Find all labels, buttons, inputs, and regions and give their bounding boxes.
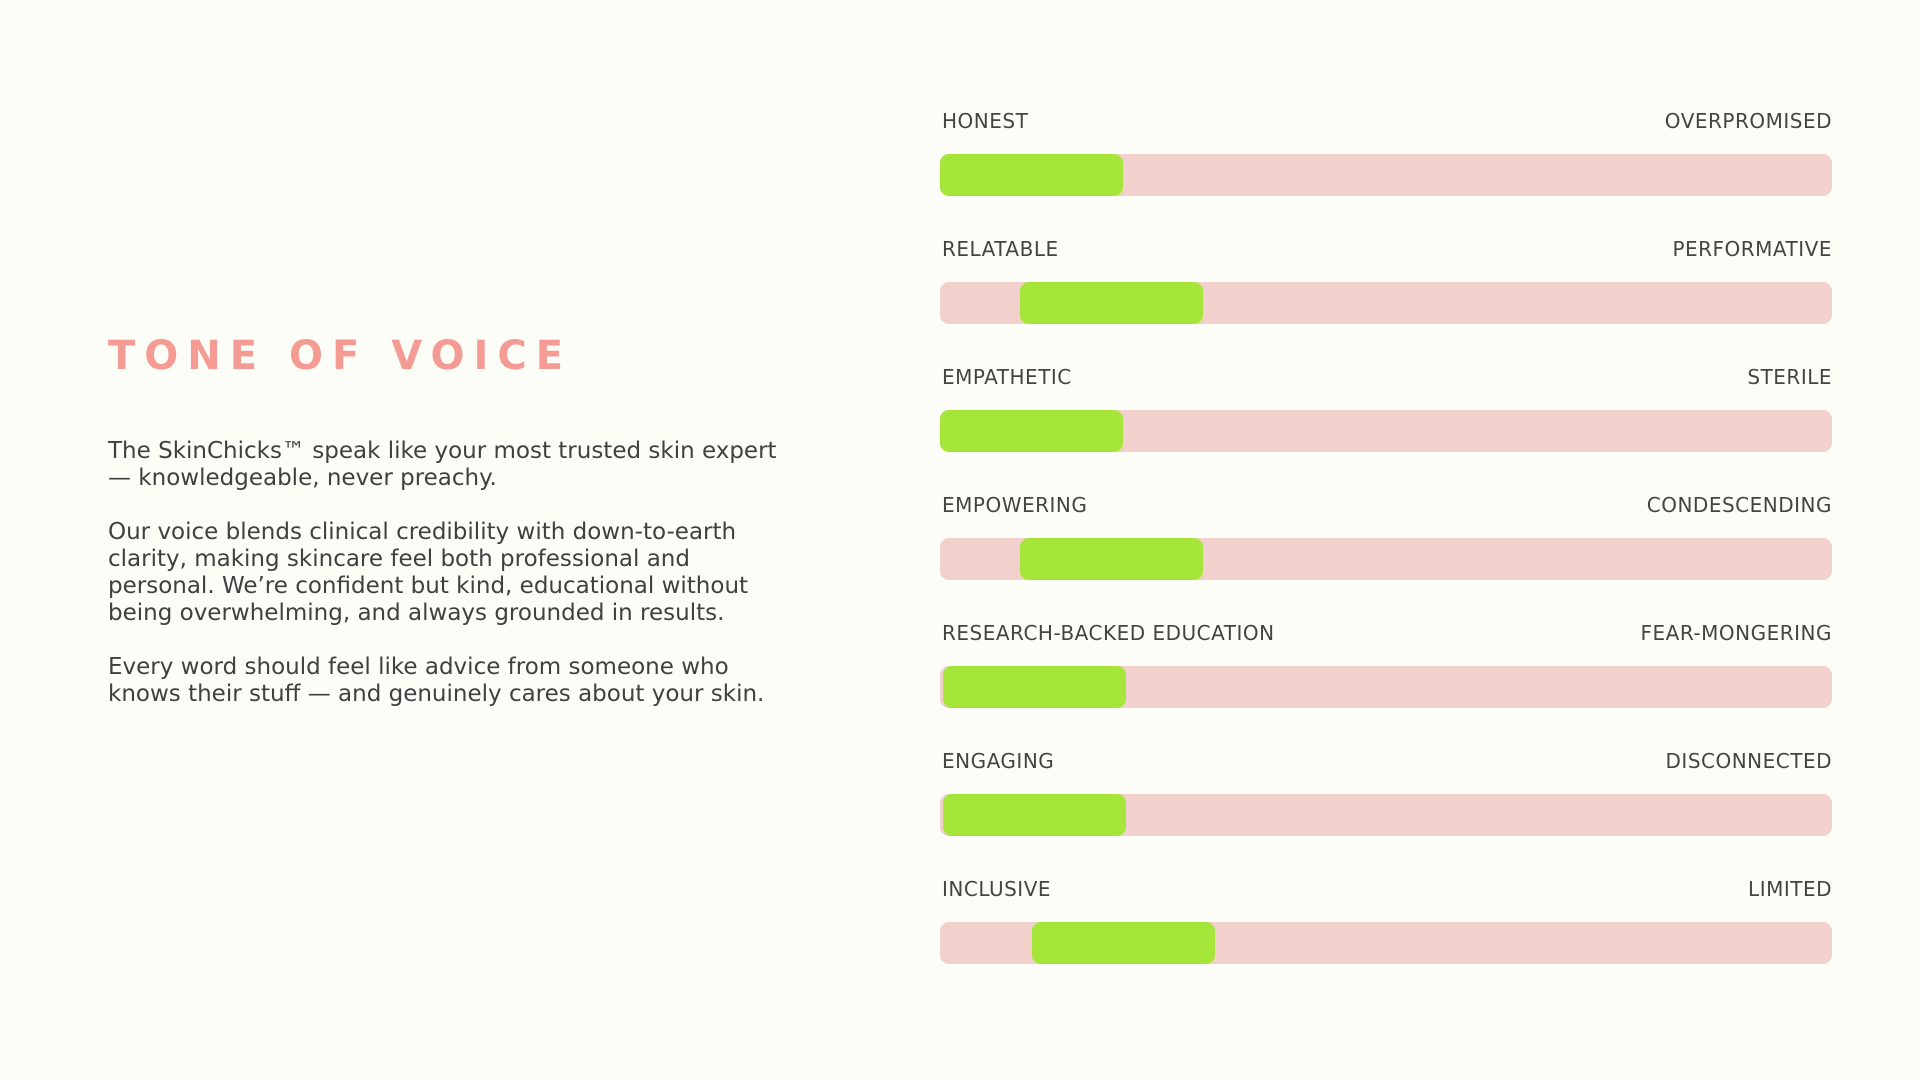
scale-right-label: FEAR-MONGERING [1640,621,1832,645]
scale-right-label: STERILE [1747,365,1832,389]
scale-track [940,154,1832,196]
tone-scales: HONEST OVERPROMISED RELATABLE PERFORMATI… [940,0,1836,1080]
scale-labels: HONEST OVERPROMISED [942,108,1832,134]
scale-indicator [942,666,1126,708]
scale-row-relatable: RELATABLE PERFORMATIVE [940,236,1832,326]
scale-left-label: HONEST [942,109,1029,133]
scale-right-label: LIMITED [1748,877,1832,901]
scale-indicator [1020,282,1204,324]
scale-left-label: RESEARCH-BACKED EDUCATION [942,621,1275,645]
scale-row-empowering: EMPOWERING CONDESCENDING [940,492,1832,582]
scale-indicator [940,154,1123,196]
scale-track [940,282,1832,324]
scale-labels: RELATABLE PERFORMATIVE [942,236,1832,262]
scale-labels: ENGAGING DISCONNECTED [942,748,1832,774]
scale-indicator [942,794,1126,836]
scale-track [940,666,1832,708]
scale-indicator [1020,538,1204,580]
scale-labels: RESEARCH-BACKED EDUCATION FEAR-MONGERING [942,620,1832,646]
intro-paragraph: Our voice blends clinical credibility wi… [108,519,749,626]
page-title: TONE OF VOICE [108,333,573,379]
scale-labels: EMPATHETIC STERILE [942,364,1832,390]
intro-paragraph: Every word should feel like advice from … [108,654,765,707]
scale-right-label: PERFORMATIVE [1672,237,1832,261]
scale-left-label: EMPOWERING [942,493,1088,517]
scale-row-research-backed-education: RESEARCH-BACKED EDUCATION FEAR-MONGERING [940,620,1832,710]
scale-row-honest: HONEST OVERPROMISED [940,108,1832,198]
scale-indicator [940,410,1123,452]
scale-labels: INCLUSIVE LIMITED [942,876,1832,902]
scale-left-label: EMPATHETIC [942,365,1072,389]
scale-left-label: INCLUSIVE [942,877,1052,901]
scale-track [940,410,1832,452]
scale-left-label: ENGAGING [942,749,1055,773]
intro-copy: The SkinChicks™ speak like your most tru… [108,438,798,708]
scale-track [940,922,1832,964]
scale-right-label: OVERPROMISED [1664,109,1832,133]
scale-labels: EMPOWERING CONDESCENDING [942,492,1832,518]
scale-row-engaging: ENGAGING DISCONNECTED [940,748,1832,838]
scale-indicator [1031,922,1215,964]
scale-right-label: CONDESCENDING [1646,493,1832,517]
scale-right-label: DISCONNECTED [1665,749,1832,773]
scale-left-label: RELATABLE [942,237,1059,261]
scale-row-empathetic: EMPATHETIC STERILE [940,364,1832,454]
intro-paragraph: The SkinChicks™ speak like your most tru… [108,438,777,491]
scale-track [940,794,1832,836]
scale-track [940,538,1832,580]
intro-section: TONE OF VOICE The SkinChicks™ speak like… [108,330,798,735]
scale-row-inclusive: INCLUSIVE LIMITED [940,876,1832,966]
